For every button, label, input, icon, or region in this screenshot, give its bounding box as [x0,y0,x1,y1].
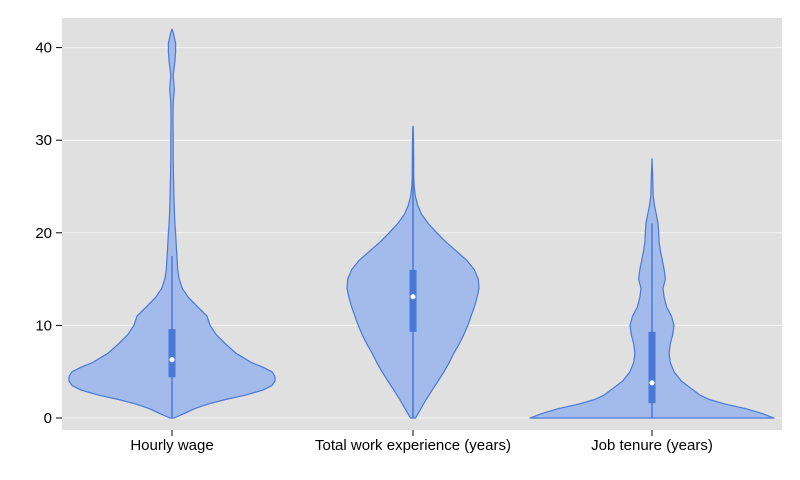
median-point [410,294,416,300]
median-point [649,380,655,386]
violin-1 [346,125,480,419]
y-tick-label: 30 [35,132,52,149]
y-tick-label: 40 [35,40,52,57]
violin-2 [529,158,775,419]
y-tick-label: 0 [44,410,52,427]
x-category-label: Total work experience (years) [315,437,511,454]
x-category-label: Hourly wage [130,437,213,454]
x-axis: Hourly wage Total work experience (years)… [130,430,713,454]
iqr-box [648,331,656,404]
iqr-box [168,329,176,378]
x-category-label: Job tenure (years) [591,437,713,454]
y-axis: 0 10 20 30 40 [35,40,62,427]
violin-body [68,28,276,419]
y-tick-label: 20 [35,225,52,242]
y-tick-label: 10 [35,317,52,334]
median-point [169,357,175,363]
violin-0 [68,28,276,419]
iqr-box [409,269,417,332]
violins [68,28,775,419]
